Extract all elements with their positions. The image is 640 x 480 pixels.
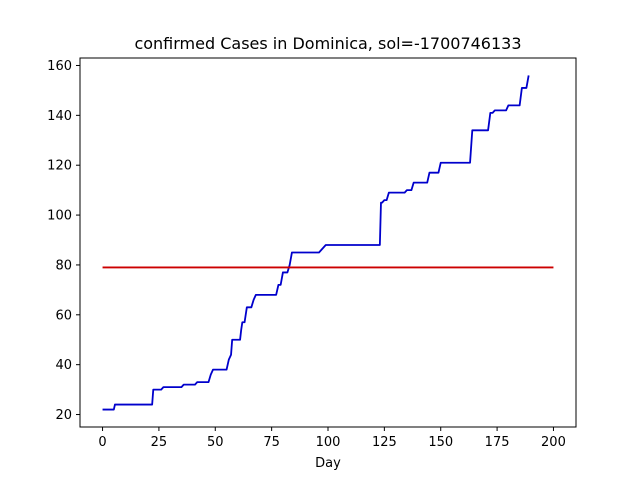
y-tick-label: 80 (55, 258, 72, 273)
y-tick-label: 60 (55, 308, 72, 323)
x-tick-label: 125 (372, 435, 397, 450)
y-tick-label: 160 (47, 59, 72, 74)
x-axis-label: Day (315, 456, 341, 471)
y-tick-label: 40 (55, 358, 72, 373)
x-tick-label: 50 (207, 435, 224, 450)
y-axis: 20 40 60 80 100 120 140 160 (47, 59, 80, 423)
series-line-confirmed (102, 75, 530, 411)
y-tick-label: 20 (55, 408, 72, 423)
x-tick-label: 175 (485, 435, 510, 450)
x-tick-label: 75 (263, 435, 280, 450)
x-axis: 0 25 50 75 100 125 150 175 200 (98, 427, 566, 450)
x-tick-label: 0 (98, 435, 106, 450)
x-tick-label: 25 (151, 435, 168, 450)
chart-title: confirmed Cases in Dominica, sol=-170074… (134, 34, 521, 53)
y-tick-label: 120 (47, 159, 72, 174)
plot-area (102, 75, 554, 411)
y-tick-label: 100 (47, 209, 72, 224)
x-tick-label: 150 (428, 435, 453, 450)
axes-frame (79, 57, 577, 428)
y-tick-label: 140 (47, 109, 72, 124)
x-tick-label: 200 (541, 435, 566, 450)
x-tick-label: 100 (316, 435, 341, 450)
